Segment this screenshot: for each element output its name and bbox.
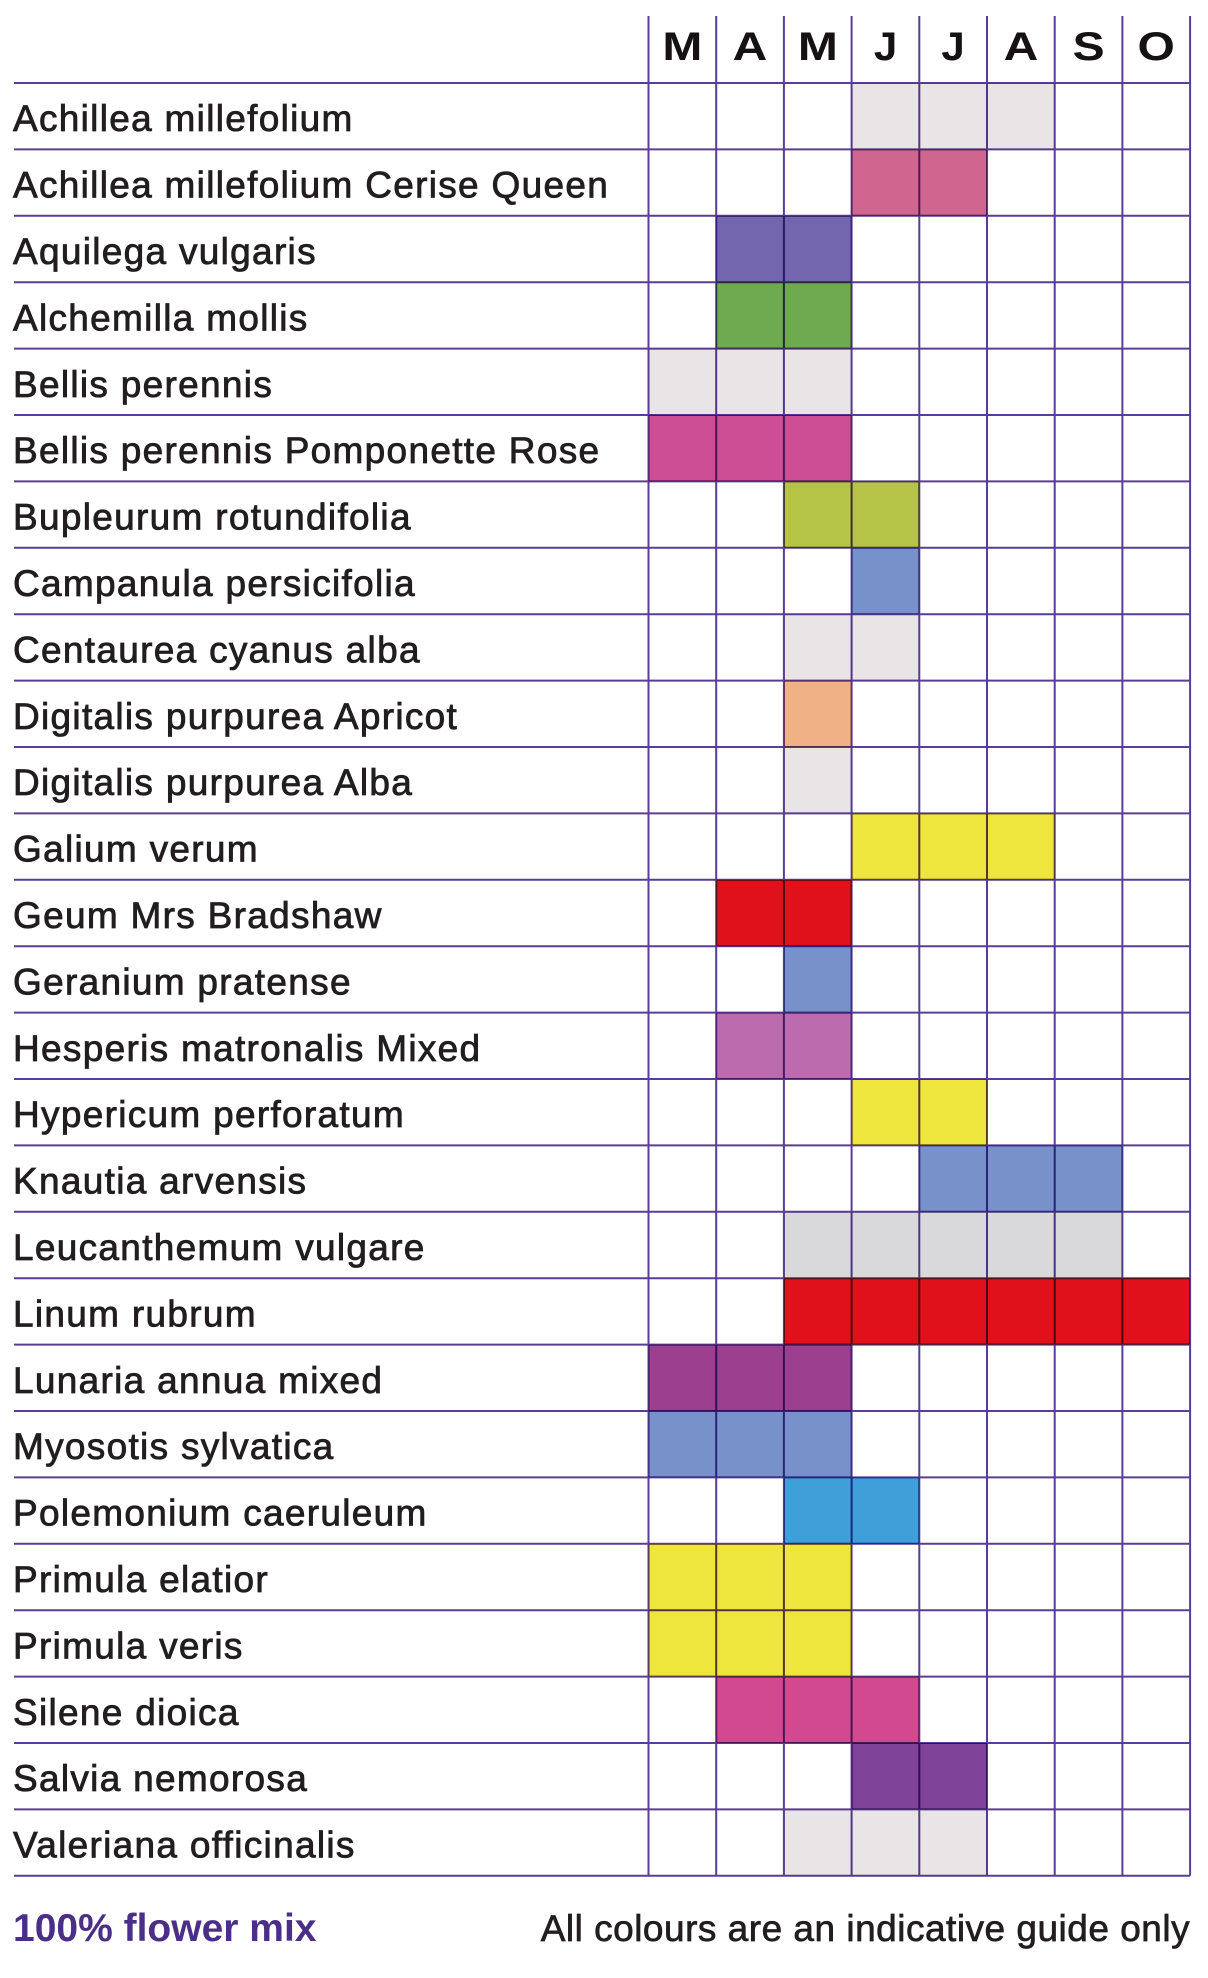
svg-text:J: J	[874, 24, 897, 69]
svg-text:A: A	[1004, 25, 1039, 69]
svg-text:Silene dioica: Silene dioica	[13, 1692, 240, 1733]
svg-text:Centaurea cyanus alba: Centaurea cyanus alba	[13, 629, 421, 670]
svg-text:Achillea millefolium: Achillea millefolium	[13, 98, 354, 139]
svg-text:100% flower mix: 100% flower mix	[13, 1907, 317, 1950]
svg-text:Aquilega vulgaris: Aquilega vulgaris	[13, 231, 317, 272]
svg-text:M: M	[798, 25, 838, 69]
svg-text:Hesperis matronalis Mixed: Hesperis matronalis Mixed	[13, 1028, 481, 1069]
svg-text:Geranium pratense: Geranium pratense	[13, 961, 352, 1002]
svg-text:S: S	[1073, 25, 1105, 69]
svg-text:A: A	[733, 25, 768, 69]
svg-text:Valeriana officinalis: Valeriana officinalis	[13, 1825, 356, 1866]
svg-text:Lunaria annua mixed: Lunaria annua mixed	[13, 1360, 383, 1401]
svg-text:Achillea millefolium Cerise Qu: Achillea millefolium Cerise Queen	[13, 165, 609, 206]
svg-text:J: J	[941, 24, 964, 69]
svg-text:Bellis perennis: Bellis perennis	[13, 364, 273, 405]
svg-text:Galium verum: Galium verum	[13, 829, 259, 870]
svg-text:Bupleurum rotundifolia: Bupleurum rotundifolia	[13, 497, 412, 538]
svg-text:Salvia nemorosa: Salvia nemorosa	[13, 1758, 308, 1799]
svg-text:Campanula persicifolia: Campanula persicifolia	[13, 563, 416, 604]
svg-text:Knautia arvensis: Knautia arvensis	[13, 1161, 307, 1202]
svg-text:Geum Mrs Bradshaw: Geum Mrs Bradshaw	[13, 895, 383, 936]
svg-text:Digitalis purpurea Apricot: Digitalis purpurea Apricot	[13, 696, 458, 737]
svg-text:M: M	[662, 25, 702, 69]
svg-text:Leucanthemum vulgare: Leucanthemum vulgare	[13, 1227, 426, 1268]
svg-text:Bellis perennis Pomponette Ros: Bellis perennis Pomponette Rose	[13, 430, 600, 471]
svg-text:Polemonium caeruleum: Polemonium caeruleum	[13, 1493, 428, 1534]
svg-text:O: O	[1138, 25, 1175, 69]
svg-text:All colours are an indicative: All colours are an indicative guide only	[541, 1908, 1190, 1949]
svg-text:Primula veris: Primula veris	[13, 1625, 244, 1666]
svg-text:Linum rubrum: Linum rubrum	[13, 1293, 257, 1334]
svg-text:Primula elatior: Primula elatior	[13, 1559, 269, 1600]
svg-text:Myosotis sylvatica: Myosotis sylvatica	[13, 1426, 335, 1467]
svg-text:Digitalis purpurea Alba: Digitalis purpurea Alba	[13, 762, 413, 803]
svg-text:Alchemilla mollis: Alchemilla mollis	[13, 297, 309, 338]
svg-text:Hypericum perforatum: Hypericum perforatum	[13, 1094, 405, 1135]
